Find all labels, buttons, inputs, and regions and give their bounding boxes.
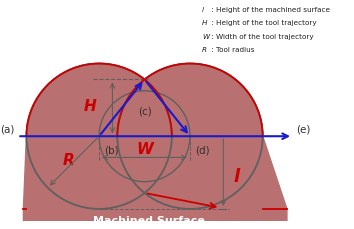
Text: : Height of the tool trajectory: : Height of the tool trajectory — [209, 20, 317, 26]
Text: (b): (b) — [104, 144, 119, 154]
Text: H: H — [202, 20, 207, 26]
Text: (c): (c) — [138, 106, 152, 116]
Text: R: R — [63, 152, 75, 167]
Text: (d): (d) — [195, 144, 210, 154]
Text: l: l — [234, 167, 240, 185]
Text: l: l — [202, 7, 204, 13]
Text: R: R — [202, 47, 207, 53]
Text: (a): (a) — [0, 124, 14, 134]
Text: W: W — [136, 141, 153, 156]
Text: H: H — [84, 98, 96, 113]
Text: W: W — [202, 33, 209, 39]
Text: (e): (e) — [296, 124, 310, 134]
Text: : Width of the tool trajectory: : Width of the tool trajectory — [209, 33, 314, 39]
Text: : Tool radius: : Tool radius — [209, 47, 255, 53]
Polygon shape — [23, 64, 287, 229]
Text: Machined Surface: Machined Surface — [93, 215, 205, 225]
Text: : Height of the machined surface: : Height of the machined surface — [209, 7, 330, 13]
